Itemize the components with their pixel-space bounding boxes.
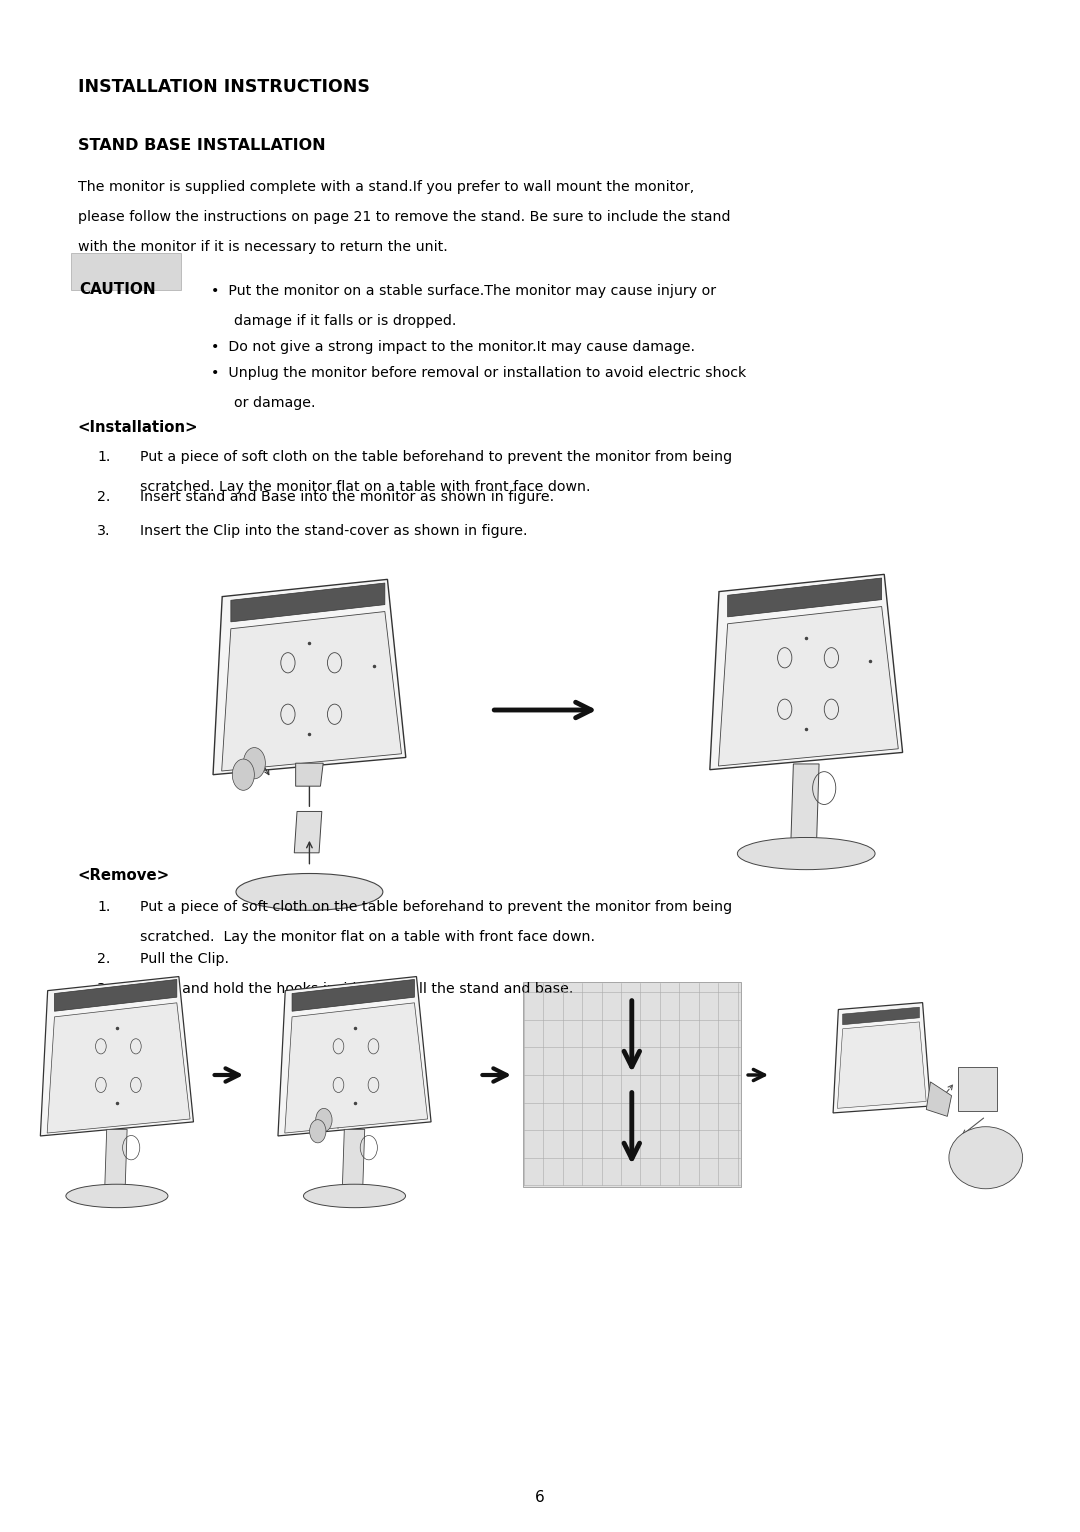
Text: INSTALLATION INSTRUCTIONS: INSTALLATION INSTRUCTIONS [78, 78, 369, 97]
Ellipse shape [66, 1184, 168, 1207]
Polygon shape [221, 611, 402, 771]
Circle shape [310, 1120, 326, 1143]
Polygon shape [294, 812, 322, 853]
Text: Press and hold the hooks inside,and pull the stand and base.: Press and hold the hooks inside,and pull… [140, 982, 573, 996]
Text: 3.: 3. [97, 982, 111, 996]
Text: CAUTION: CAUTION [79, 282, 156, 297]
Polygon shape [54, 979, 177, 1011]
Text: Put a piece of soft cloth on the table beforehand to prevent the monitor from be: Put a piece of soft cloth on the table b… [140, 450, 732, 464]
Text: STAND BASE INSTALLATION: STAND BASE INSTALLATION [78, 138, 325, 153]
Text: 2.: 2. [97, 490, 110, 504]
Text: please follow the instructions on page 21 to remove the stand. Be sure to includ: please follow the instructions on page 2… [78, 210, 730, 224]
Polygon shape [791, 764, 819, 844]
Text: 6: 6 [535, 1491, 545, 1504]
Ellipse shape [949, 1126, 1023, 1189]
Polygon shape [292, 979, 415, 1011]
Polygon shape [213, 579, 406, 775]
Text: <Remove>: <Remove> [78, 869, 170, 882]
Polygon shape [833, 1002, 931, 1112]
Polygon shape [285, 1003, 428, 1134]
Text: •  Do not give a strong impact to the monitor.It may cause damage.: • Do not give a strong impact to the mon… [211, 340, 694, 354]
Polygon shape [718, 607, 899, 766]
Polygon shape [278, 976, 431, 1135]
Text: 2.: 2. [97, 951, 110, 967]
FancyBboxPatch shape [523, 982, 741, 1187]
Text: or damage.: or damage. [234, 395, 315, 411]
Text: The monitor is supplied complete with a stand.If you prefer to wall mount the mo: The monitor is supplied complete with a … [78, 179, 694, 195]
Text: •  Unplug the monitor before removal or installation to avoid electric shock: • Unplug the monitor before removal or i… [211, 366, 746, 380]
Polygon shape [842, 1007, 919, 1025]
Polygon shape [48, 1003, 190, 1134]
Text: 1.: 1. [97, 899, 110, 915]
Polygon shape [231, 584, 384, 622]
Ellipse shape [235, 873, 382, 910]
Polygon shape [710, 574, 903, 769]
Polygon shape [927, 1082, 951, 1117]
Text: with the monitor if it is necessary to return the unit.: with the monitor if it is necessary to r… [78, 239, 447, 254]
Text: scratched.  Lay the monitor flat on a table with front face down.: scratched. Lay the monitor flat on a tab… [140, 930, 595, 944]
Polygon shape [40, 976, 193, 1135]
Polygon shape [837, 1022, 927, 1108]
Ellipse shape [738, 838, 875, 870]
Text: •  Put the monitor on a stable surface.The monitor may cause injury or: • Put the monitor on a stable surface.Th… [211, 283, 716, 299]
Circle shape [232, 758, 255, 791]
Text: 1.: 1. [97, 450, 110, 464]
Polygon shape [342, 1129, 365, 1190]
Text: Put a piece of soft cloth on the table beforehand to prevent the monitor from be: Put a piece of soft cloth on the table b… [140, 899, 732, 915]
Text: damage if it falls or is dropped.: damage if it falls or is dropped. [234, 314, 457, 328]
Circle shape [315, 1109, 332, 1132]
Text: 3.: 3. [97, 524, 111, 538]
Polygon shape [728, 578, 881, 617]
Text: Insert stand and Base into the monitor as shown in figure.: Insert stand and Base into the monitor a… [140, 490, 554, 504]
Text: Insert the Clip into the stand-cover as shown in figure.: Insert the Clip into the stand-cover as … [140, 524, 528, 538]
Text: <Installation>: <Installation> [78, 420, 199, 435]
Polygon shape [296, 763, 323, 786]
Circle shape [243, 748, 266, 778]
FancyBboxPatch shape [71, 253, 181, 290]
Text: Pull the Clip.: Pull the Clip. [140, 951, 229, 967]
Ellipse shape [303, 1184, 406, 1207]
Polygon shape [105, 1129, 127, 1190]
Text: scratched. Lay the monitor flat on a table with front face down.: scratched. Lay the monitor flat on a tab… [140, 480, 591, 493]
FancyBboxPatch shape [958, 1066, 997, 1111]
